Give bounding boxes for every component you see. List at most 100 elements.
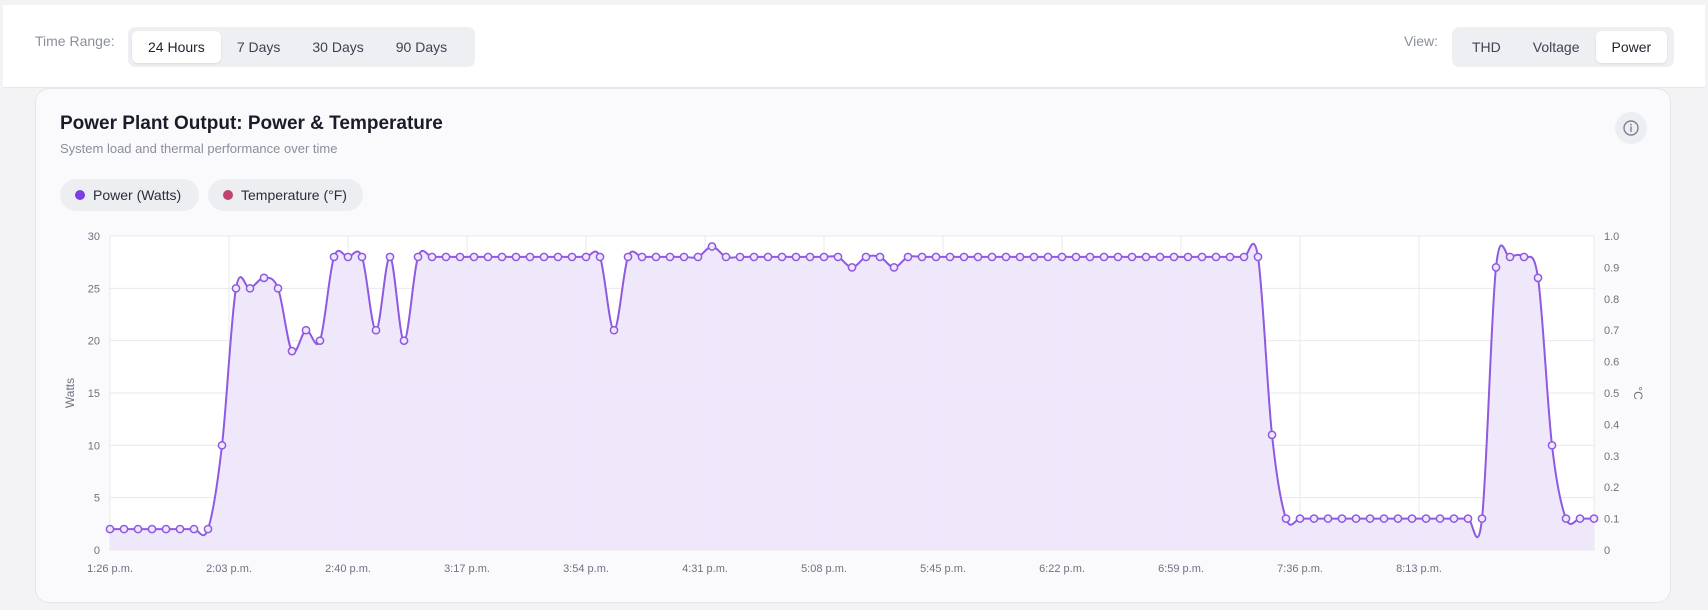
power-point [259, 273, 269, 283]
power-point [1491, 263, 1501, 272]
power-point [1477, 514, 1487, 523]
y-tick-label: 20 [88, 336, 100, 348]
power-point [1225, 252, 1235, 262]
x-tick-label: 4:31 p.m. [682, 563, 728, 575]
power-point [469, 252, 479, 262]
power-point [1057, 252, 1067, 262]
power-point [903, 252, 913, 262]
power-point [385, 252, 395, 262]
power-point [1547, 440, 1557, 450]
power-point [665, 252, 675, 262]
y2-tick-label: 0.4 [1604, 419, 1619, 431]
power-point [693, 252, 703, 262]
power-point [147, 524, 157, 534]
y-axis-title: Watts [63, 378, 77, 408]
power-point [1323, 514, 1333, 523]
y2-tick-label: 0.6 [1604, 357, 1619, 369]
power-point [301, 325, 311, 335]
power-point [231, 283, 241, 293]
power-point [1365, 514, 1375, 523]
time-range-selector: 24 Hours 7 Days 30 Days 90 Days [128, 27, 475, 67]
x-tick-label: 5:45 p.m. [920, 563, 966, 575]
power-point [455, 252, 465, 262]
power-point [1575, 514, 1585, 523]
legend-temperature[interactable]: Temperature (°F) [208, 179, 363, 211]
power-point [1099, 252, 1109, 262]
power-point [931, 252, 941, 262]
info-button[interactable] [1615, 112, 1647, 144]
power-point [1561, 514, 1571, 523]
power-point [763, 252, 773, 262]
range-90-days-button[interactable]: 90 Days [395, 39, 448, 55]
power-point [1463, 514, 1473, 523]
power-line [109, 242, 1594, 539]
power-point [1183, 252, 1193, 262]
range-7-days-button[interactable]: 7 Days [236, 39, 281, 55]
x-tick-label: 7:36 p.m. [1277, 563, 1323, 575]
power-point [679, 252, 689, 262]
x-tick-label: 2:03 p.m. [206, 563, 252, 575]
power-point [1001, 252, 1011, 262]
chart-title: Power Plant Output: Power & Temperature [60, 113, 443, 134]
power-point [357, 252, 367, 262]
power-point [735, 252, 745, 262]
power-point [1253, 252, 1263, 262]
power-point [273, 283, 283, 293]
legend-power[interactable]: Power (Watts) [60, 179, 199, 211]
power-point [1127, 252, 1137, 262]
time-range-label: Time Range: [35, 33, 115, 49]
power-point [1029, 252, 1039, 262]
view-thd-button[interactable]: THD [1472, 39, 1501, 55]
power-point [1393, 514, 1403, 523]
view-voltage-button[interactable]: Voltage [1532, 39, 1580, 55]
power-point [553, 252, 563, 262]
power-point [539, 252, 549, 262]
power-point [1589, 514, 1599, 523]
power-point [175, 524, 185, 534]
power-point [245, 283, 255, 293]
x-tick-label: 5:08 p.m. [801, 563, 847, 575]
power-point [1211, 252, 1221, 262]
power-point [1239, 252, 1249, 262]
y2-tick-label: 0.9 [1604, 262, 1619, 274]
power-point [1085, 252, 1095, 262]
y-tick-label: 25 [88, 283, 100, 295]
y2-tick-label: 0.7 [1604, 325, 1619, 337]
power-point [1155, 252, 1165, 262]
power-point [497, 252, 507, 262]
power-point [567, 252, 577, 262]
power-point [721, 252, 731, 262]
power-point [973, 252, 983, 262]
power-point [1071, 252, 1081, 262]
y-tick-label: 15 [88, 388, 100, 400]
power-point [1295, 514, 1305, 523]
legend-power-dot [75, 190, 85, 200]
power-point [1449, 514, 1459, 523]
range-24-hours-button[interactable]: 24 Hours [132, 31, 221, 63]
view-power-button[interactable]: Power [1595, 31, 1668, 63]
y2-tick-label: 0 [1604, 545, 1610, 557]
range-30-days-button[interactable]: 30 Days [312, 39, 364, 55]
power-point [945, 252, 955, 262]
power-point [1043, 252, 1053, 262]
power-point [777, 252, 787, 262]
chart-subtitle: System load and thermal performance over… [60, 141, 338, 156]
power-point [875, 252, 885, 262]
power-point [959, 252, 969, 262]
power-point [1351, 514, 1361, 523]
x-tick-label: 3:54 p.m. [563, 563, 609, 575]
y2-tick-label: 0.1 [1604, 514, 1619, 526]
power-point [595, 252, 605, 262]
legend-temperature-dot [223, 190, 233, 200]
power-point [609, 325, 619, 335]
power-point [847, 263, 857, 272]
power-point [637, 252, 647, 262]
power-point [413, 252, 423, 262]
power-point [805, 252, 815, 262]
x-tick-label: 6:59 p.m. [1158, 563, 1204, 575]
toolbar: Time Range: 24 Hours 7 Days 30 Days 90 D… [3, 5, 1705, 88]
y-tick-label: 10 [88, 440, 100, 452]
power-point [1337, 514, 1347, 523]
power-point [217, 440, 227, 450]
power-point [1015, 252, 1025, 262]
